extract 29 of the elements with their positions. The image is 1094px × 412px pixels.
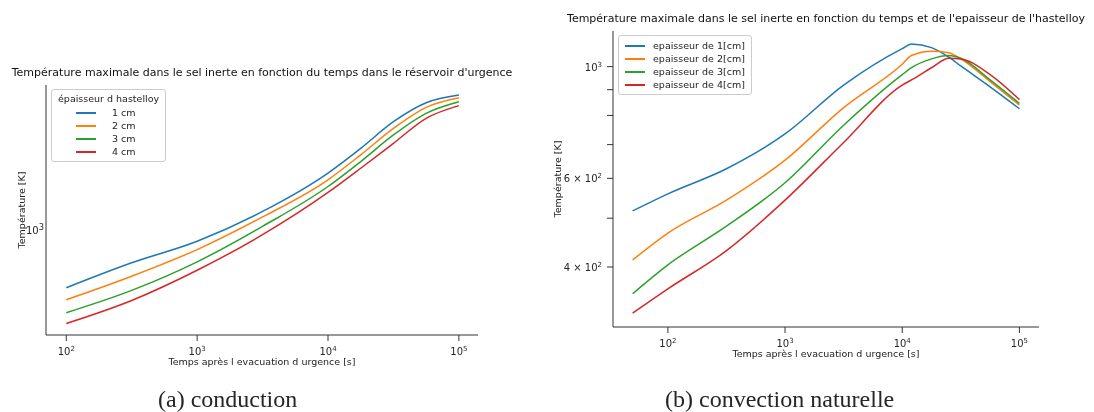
- legend-label: epaisseur de 3[cm]: [653, 66, 745, 77]
- chart-title: Température maximale dans le sel inerte en fonction du temps et de l'epaisseur de l'hastelloy: [567, 12, 1085, 25]
- x-tick-label: 10$^{4}$: [893, 337, 912, 349]
- legend-label: 4 cm: [112, 146, 136, 157]
- legend-label: 1 cm: [112, 107, 136, 118]
- x-tick-label: 10$^{3}$: [188, 345, 206, 357]
- legend-label: epaisseur de 1[cm]: [653, 40, 745, 51]
- legend-label: epaisseur de 2[cm]: [653, 53, 745, 64]
- legend-label: 2 cm: [112, 120, 136, 131]
- x-axis-title: Temps après l evacuation d urgence [s]: [731, 348, 920, 359]
- y-tick-label: 4 × 10$^{2}$: [563, 260, 602, 273]
- text: 10$^{3}$: [26, 222, 45, 237]
- x-tick-label: 10$^{5}$: [1010, 337, 1028, 349]
- text: (b) convection naturelle: [665, 386, 895, 412]
- y-tick-label: 6 × 10$^{2}$: [563, 172, 602, 185]
- y-axis-title: Température [K]: [552, 140, 564, 219]
- x-tick-label: 10$^{4}$: [319, 345, 338, 357]
- y-axis-title: Température [K]: [16, 171, 28, 250]
- x-tick-label: 10$^{2}$: [659, 337, 677, 349]
- y-tick-label: 10$^{3}$: [584, 60, 602, 73]
- text: (a) conduction: [158, 386, 298, 412]
- x-tick-label: 10$^{5}$: [450, 345, 468, 357]
- legend-title: épaisseur d hastelloy: [58, 93, 160, 104]
- legend-label: epaisseur de 4[cm]: [653, 79, 745, 90]
- x-tick-label: 10$^{3}$: [776, 337, 794, 349]
- x-tick-label: 10$^{2}$: [57, 345, 75, 357]
- legend-label: 3 cm: [112, 133, 136, 144]
- x-axis-title: Temps après l evacuation d urgence [s]: [167, 356, 356, 367]
- chart-title: Température maximale dans le sel inerte en fonction du temps dans le réservoir d'urgence: [11, 66, 513, 79]
